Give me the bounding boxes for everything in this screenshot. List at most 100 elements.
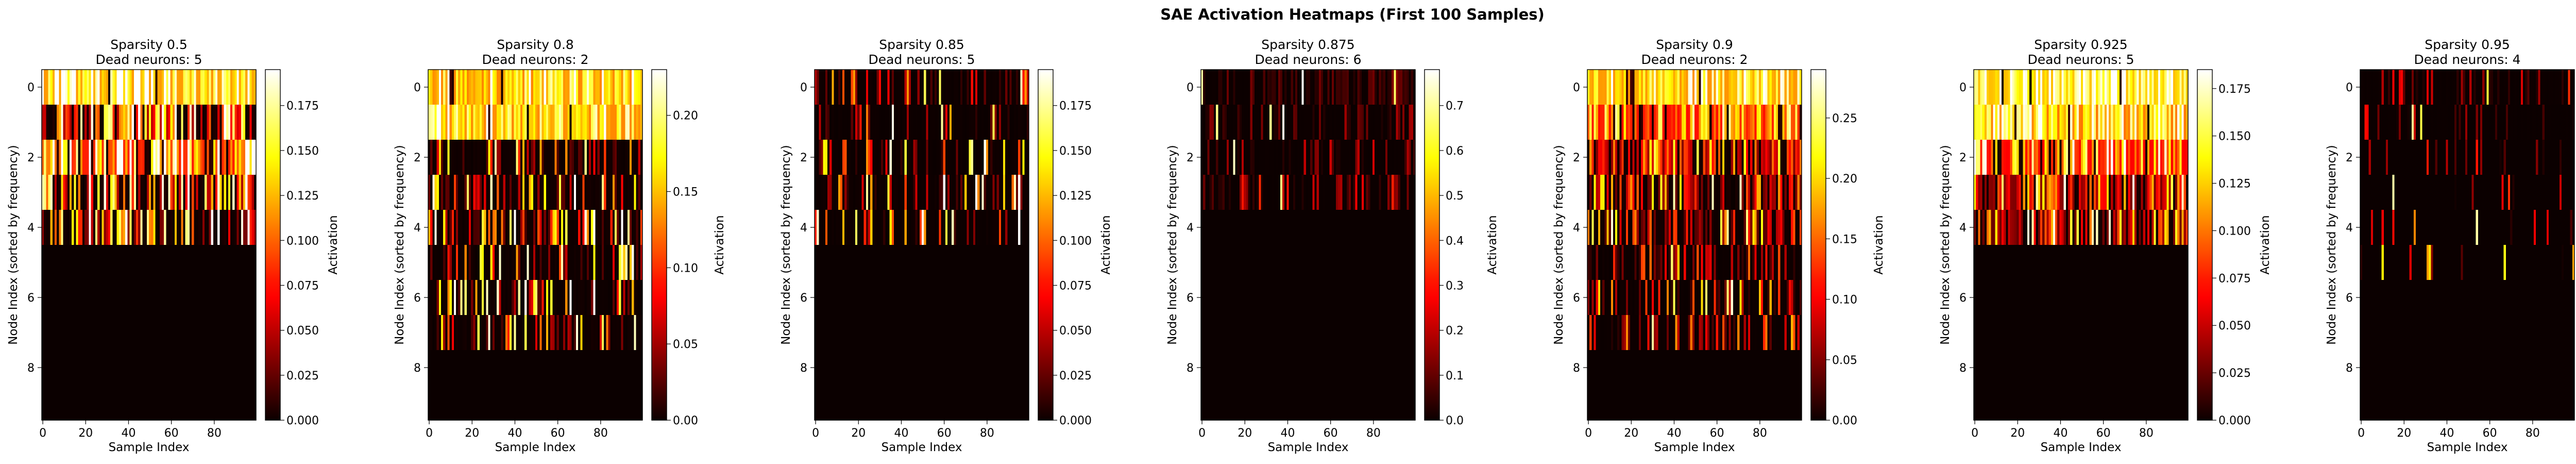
heatmap-cell xyxy=(829,175,832,210)
heatmap-cell xyxy=(232,280,235,316)
heatmap-cell xyxy=(1372,245,1375,280)
heatmap-cell xyxy=(447,210,450,245)
heatmap-cell xyxy=(1024,245,1027,280)
heatmap-cell xyxy=(50,140,53,175)
y-tick-label: 2 xyxy=(800,152,807,164)
heatmap-cell xyxy=(1765,280,1768,316)
heatmap-cell xyxy=(576,350,579,386)
heatmap-cell xyxy=(1231,175,1233,210)
heatmap-cell xyxy=(842,350,845,386)
heatmap-cell xyxy=(1619,105,1622,140)
heatmap-cell xyxy=(183,315,186,351)
heatmap-cell xyxy=(48,175,51,210)
heatmap-cell xyxy=(1402,350,1405,386)
heatmap-cell xyxy=(1357,350,1360,386)
heatmap-cell xyxy=(1250,140,1253,175)
heatmap-cell xyxy=(1703,280,1706,316)
heatmap-cell xyxy=(556,70,560,105)
heatmap-cell xyxy=(1312,280,1315,316)
heatmap-cell xyxy=(1643,105,1646,140)
heatmap-cell xyxy=(144,245,147,280)
heatmap-cell xyxy=(183,245,186,280)
heatmap-cell xyxy=(880,210,884,245)
heatmap-cell xyxy=(1671,245,1673,280)
heatmap-cell xyxy=(571,350,574,386)
heatmap-cell xyxy=(846,385,850,421)
heatmap-cell xyxy=(196,105,199,140)
heatmap-cell xyxy=(1261,280,1264,316)
heatmap-cell xyxy=(1619,280,1622,316)
heatmap-cell xyxy=(1754,105,1757,140)
heatmap-cell xyxy=(477,280,480,316)
heatmap-cell xyxy=(247,210,250,245)
heatmap-cell xyxy=(249,140,252,175)
heatmap-cell xyxy=(1318,105,1321,140)
heatmap-cell xyxy=(1679,280,1682,316)
heatmap-cell xyxy=(473,245,476,280)
heatmap-cell xyxy=(1679,70,1682,105)
heatmap-cell xyxy=(943,280,946,316)
heatmap-cell xyxy=(177,350,179,386)
heatmap-cell xyxy=(960,280,963,316)
heatmap-cell xyxy=(245,315,248,351)
heatmap-cell xyxy=(436,245,439,280)
heatmap-cell xyxy=(1233,385,1236,421)
heatmap-cell xyxy=(1728,245,1732,280)
heatmap-cell xyxy=(471,70,473,105)
heatmap-cell xyxy=(556,105,560,140)
heatmap-cell xyxy=(889,245,892,280)
heatmap-cell xyxy=(1752,70,1755,105)
heatmap-cell xyxy=(1295,140,1298,175)
heatmap-cell xyxy=(855,245,858,280)
heatmap-cell xyxy=(1295,385,1298,421)
heatmap-cell xyxy=(827,70,830,105)
heatmap-cell xyxy=(1009,70,1012,105)
heatmap-cell xyxy=(198,385,201,421)
heatmap-cell xyxy=(174,70,177,105)
heatmap-cell xyxy=(531,70,534,105)
heatmap-cell xyxy=(1714,70,1717,105)
heatmap-cell xyxy=(451,140,454,175)
heatmap-cell xyxy=(249,315,252,351)
heatmap-cell xyxy=(1342,175,1345,210)
heatmap-cell xyxy=(159,70,162,105)
heatmap-cell xyxy=(1207,105,1210,140)
heatmap-cell xyxy=(1735,280,1738,316)
heatmap-cell xyxy=(1756,140,1759,175)
heatmap-cell xyxy=(1349,245,1351,280)
colorbar-tick-label: 0.025 xyxy=(1059,370,1092,383)
x-tick-label: 40 xyxy=(894,427,908,440)
colorbar-tick-label: 0.15 xyxy=(673,186,698,199)
heatmap-cell xyxy=(451,385,454,421)
heatmap-cell xyxy=(911,315,913,351)
heatmap-cell xyxy=(1739,70,1742,105)
heatmap-cell xyxy=(1645,245,1648,280)
heatmap-cell xyxy=(1381,385,1384,421)
heatmap-cell xyxy=(456,350,459,386)
heatmap-cell xyxy=(1767,105,1770,140)
heatmap-cell xyxy=(1615,175,1618,210)
heatmap-cell xyxy=(1769,210,1772,245)
heatmap-cell xyxy=(819,385,822,421)
heatmap-cell xyxy=(1699,70,1702,105)
heatmap-cell xyxy=(969,280,972,316)
heatmap-cell xyxy=(541,70,545,105)
heatmap-cell xyxy=(1370,280,1373,316)
heatmap-cell xyxy=(1312,210,1315,245)
heatmap-cell xyxy=(1793,210,1796,245)
heatmap-cell xyxy=(531,105,534,140)
heatmap-cell xyxy=(561,385,564,421)
heatmap-cell xyxy=(1634,245,1637,280)
heatmap-cell xyxy=(140,70,143,105)
heatmap-cell xyxy=(1690,140,1693,175)
heatmap-cell xyxy=(1784,105,1787,140)
heatmap-cell xyxy=(855,280,858,316)
heatmap-cell xyxy=(59,385,62,421)
heatmap-cell xyxy=(1600,140,1603,175)
heatmap-cell xyxy=(1252,175,1255,210)
heatmap-cell xyxy=(1748,245,1751,280)
heatmap-cell xyxy=(234,210,238,245)
heatmap-cell xyxy=(922,350,924,386)
heatmap-cell xyxy=(445,70,448,105)
heatmap-cell xyxy=(1660,280,1663,316)
